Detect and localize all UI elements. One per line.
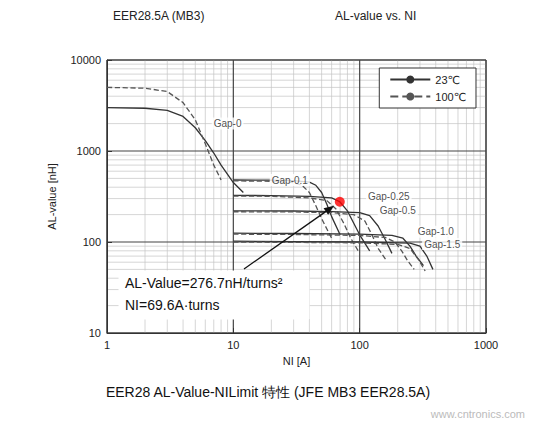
svg-text:1: 1 (104, 339, 110, 351)
svg-text:10: 10 (89, 327, 101, 339)
svg-text:1000: 1000 (474, 339, 498, 351)
svg-text:EER28.5A (MB3): EER28.5A (MB3) (113, 9, 204, 23)
svg-text:Gap-0.5: Gap-0.5 (380, 205, 417, 216)
svg-text:Gap-0.25: Gap-0.25 (368, 191, 410, 202)
svg-text:100℃: 100℃ (435, 91, 466, 103)
svg-text:Gap-1.0: Gap-1.0 (418, 226, 455, 237)
svg-text:www.cntronics.com: www.cntronics.com (430, 408, 525, 420)
svg-text:Gap-1.5: Gap-1.5 (424, 239, 461, 250)
svg-text:10000: 10000 (70, 54, 101, 66)
svg-text:Gap-0: Gap-0 (214, 118, 242, 129)
svg-text:100: 100 (83, 236, 101, 248)
svg-text:AL-value vs. NI: AL-value vs. NI (335, 9, 416, 23)
svg-text:100: 100 (350, 339, 368, 351)
svg-text:AL-value [nH]: AL-value [nH] (46, 163, 58, 230)
svg-text:10: 10 (227, 339, 239, 351)
svg-text:Gap-0.1: Gap-0.1 (272, 175, 309, 186)
svg-text:1000: 1000 (77, 145, 101, 157)
svg-text:EER28 AL-Value-NILimit 特性 (JFE: EER28 AL-Value-NILimit 特性 (JFE MB3 EER28… (106, 384, 430, 400)
svg-text:NI [A]: NI [A] (283, 355, 311, 367)
svg-text:NI=69.6A·turns: NI=69.6A·turns (125, 297, 220, 313)
svg-text:AL-Value=276.7nH/turns²: AL-Value=276.7nH/turns² (125, 275, 283, 291)
svg-text:23℃: 23℃ (435, 74, 460, 86)
